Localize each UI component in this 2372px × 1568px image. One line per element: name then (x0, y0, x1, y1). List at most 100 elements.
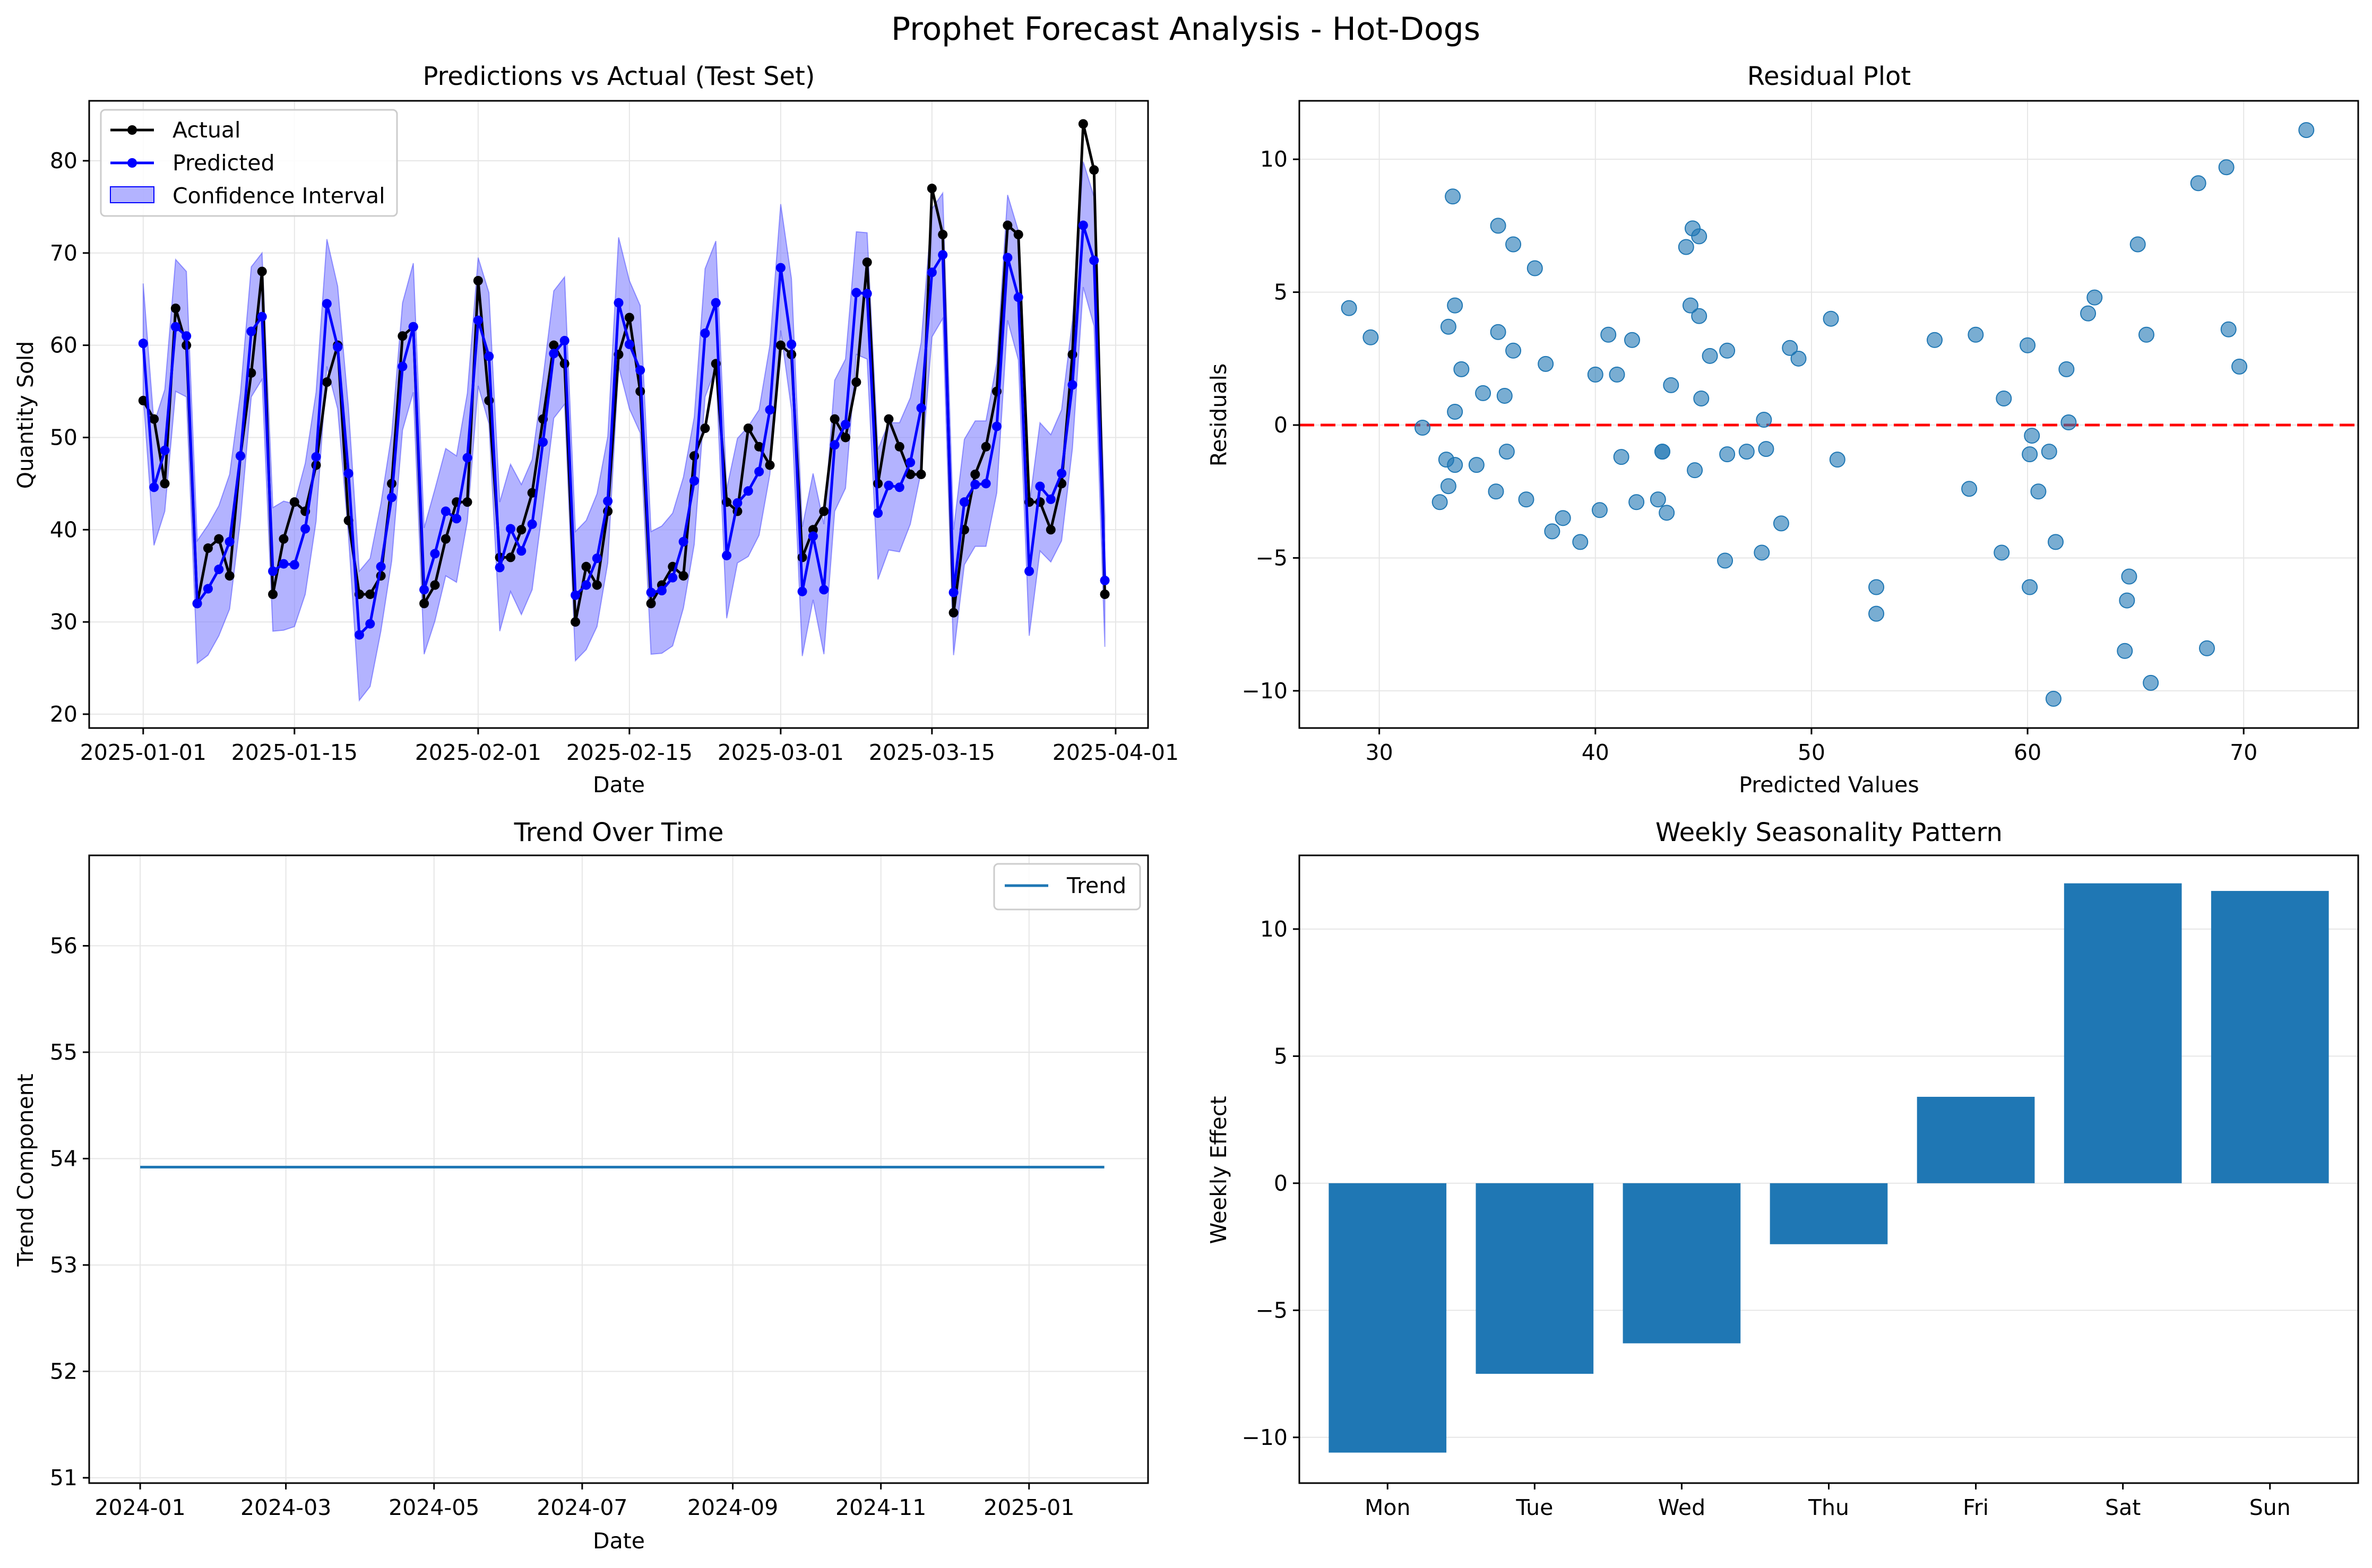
predicted-point (743, 486, 753, 496)
predicted-point (689, 476, 699, 486)
weekly-plot-area: −10 −5 0 5 10 Mon Tue Wed Thu Fri Sat Sun (1241, 883, 2358, 1520)
legend-actual-marker (127, 125, 137, 135)
predicted-point (452, 514, 462, 524)
predictions-xtick-label: 2025-02-15 (566, 740, 693, 765)
predicted-point (160, 445, 170, 455)
trend-xtick-label: 2024-07 (537, 1495, 627, 1520)
predicted-point (862, 289, 872, 299)
residual-point (1717, 552, 1733, 569)
residual-point (1754, 544, 1770, 561)
residual-point (1961, 481, 1978, 497)
predicted-point (398, 361, 408, 371)
actual-point (1078, 119, 1088, 129)
predicted-point (138, 339, 148, 349)
actual-point (149, 414, 159, 424)
residual-point (1431, 494, 1448, 510)
residual-point (1719, 342, 1736, 359)
predicted-point (851, 288, 861, 298)
predicted-point (1067, 380, 1077, 390)
residual-point (1678, 239, 1694, 255)
predicted-point (387, 492, 396, 503)
actual-point (916, 469, 926, 479)
actual-point (571, 617, 581, 627)
residual-point (1498, 444, 1515, 460)
actual-point (797, 552, 807, 562)
predicted-point (505, 524, 515, 534)
residual-point (1829, 452, 1845, 468)
residual-point (1994, 544, 2010, 561)
actual-point (819, 506, 829, 516)
residual-point (2231, 358, 2248, 375)
residual-point (1600, 326, 1617, 343)
actual-point (700, 423, 710, 434)
residual-point (1693, 390, 1710, 406)
predictions-ytick-label: 50 (50, 425, 77, 450)
residual-point (2129, 236, 2146, 253)
actual-point (884, 414, 894, 424)
actual-point (289, 497, 299, 507)
actual-point (268, 589, 278, 599)
weekly-xtick-label: Thu (1808, 1495, 1849, 1520)
residual-point (1538, 356, 1554, 372)
actual-point (1003, 220, 1013, 230)
predictions-ylabel: Quantity Sold (13, 341, 38, 489)
predicted-point (981, 479, 991, 489)
residual-point (2022, 446, 2038, 463)
actual-point (841, 432, 850, 443)
predicted-point (624, 339, 634, 349)
legend-confidence-label: Confidence Interval (172, 183, 385, 209)
residual-point (1468, 457, 1485, 473)
predictions-ytick-label: 30 (50, 609, 77, 635)
residual-point (2086, 289, 2103, 306)
residual-point (1650, 491, 1666, 508)
weekly-xtick-label: Sat (2105, 1495, 2141, 1520)
residual-point (2024, 428, 2040, 444)
actual-point (1046, 525, 1056, 535)
predicted-point (948, 587, 959, 597)
trend-ytick-label: 53 (50, 1252, 77, 1278)
actual-point (743, 423, 753, 434)
legend-actual-label: Actual (172, 117, 240, 143)
actual-point (430, 580, 440, 590)
residual-point (1790, 350, 1807, 367)
residual-point (1691, 308, 1707, 324)
predicted-point (289, 560, 299, 570)
predictions-xtick-label: 2025-03-01 (718, 740, 844, 765)
residual-point (1868, 605, 1885, 622)
residual-point (2199, 640, 2215, 656)
predicted-point (279, 559, 289, 569)
residual-point (2298, 122, 2315, 138)
actual-point (398, 331, 408, 341)
predicted-point (559, 335, 570, 345)
predicted-point (754, 466, 764, 477)
predicted-point (765, 405, 775, 415)
residual-point (1663, 377, 1679, 393)
predicted-point (1100, 575, 1110, 585)
actual-point (549, 340, 559, 350)
residual-point (1691, 228, 1707, 245)
weekly-bar-tue (1476, 1183, 1594, 1374)
weekly-ytick-label: 10 (1260, 916, 1288, 942)
predicted-point (884, 480, 894, 490)
predicted-point (894, 482, 904, 492)
actual-point (170, 304, 180, 314)
residual-point (2220, 321, 2237, 337)
predicted-point (322, 299, 332, 309)
predicted-point (214, 565, 224, 575)
trend-ytick-label: 51 (50, 1465, 77, 1491)
predicted-point (938, 250, 948, 260)
weekly-ytick-label: −10 (1241, 1425, 1288, 1450)
weekly-panel: Weekly Seasonality Pattern Weekly Effect… (1206, 818, 2359, 1520)
predicted-point (571, 590, 581, 600)
predicted-point (343, 469, 353, 479)
predicted-point (300, 524, 310, 534)
residual-point (1414, 420, 1431, 436)
actual-point (938, 230, 948, 240)
residual-point (1572, 534, 1589, 550)
trend-ytick-label: 52 (50, 1358, 77, 1384)
predicted-point (927, 267, 937, 278)
residual-point (1362, 329, 1379, 345)
trend-frame (88, 854, 1149, 1484)
predictions-ytick-label: 20 (50, 701, 77, 727)
residual-point (1996, 390, 2012, 406)
